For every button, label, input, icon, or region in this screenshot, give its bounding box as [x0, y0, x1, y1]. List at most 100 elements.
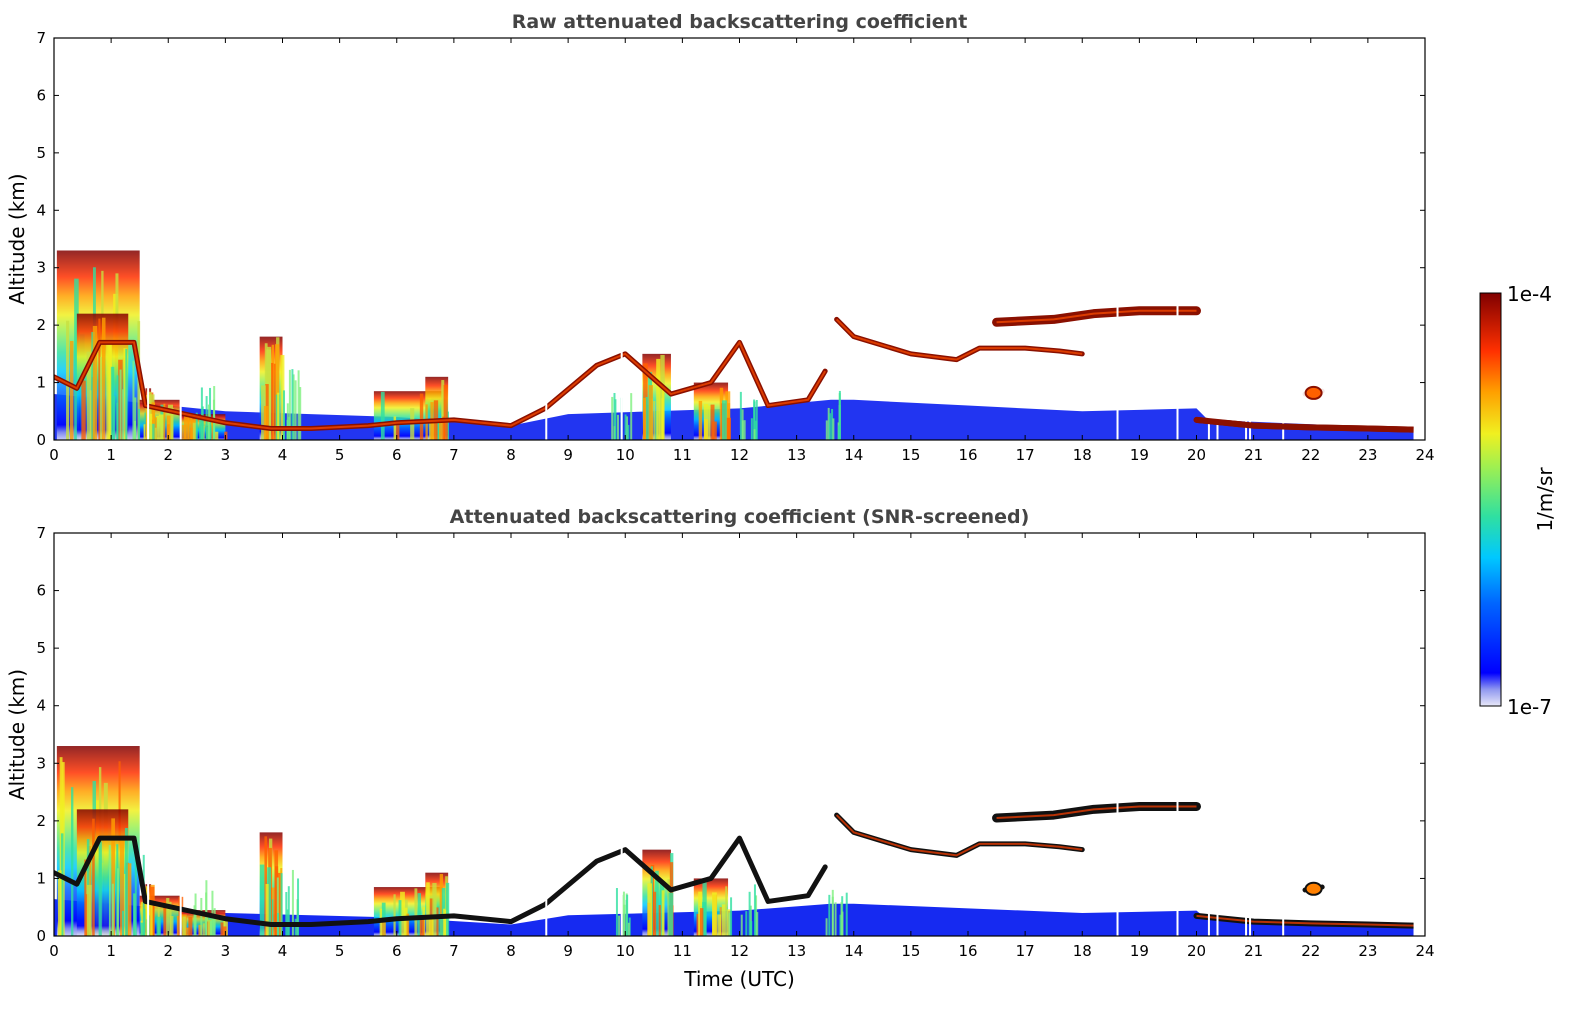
x-tick-label: 6 [392, 942, 402, 960]
plume-streak [645, 397, 648, 440]
patch-streak [756, 912, 759, 936]
plume-streak [273, 363, 276, 440]
x-tick-label: 11 [673, 942, 692, 960]
patch-streak [117, 868, 120, 936]
x-tick-label: 12 [730, 446, 749, 464]
plume-streak [443, 384, 448, 440]
colorbar-gradient [1479, 292, 1502, 707]
patch-streak [831, 408, 834, 440]
data-gap [1216, 38, 1219, 440]
patch-streak [739, 391, 742, 440]
x-tick-label: 22 [1301, 446, 1320, 464]
x-tick-label: 6 [392, 446, 402, 464]
colorbar-max-label: 1e-4 [1507, 282, 1552, 306]
patch-streak [122, 910, 125, 936]
y-tick-label: 4 [36, 201, 46, 219]
plume-streak [214, 431, 219, 440]
x-tick-label: 2 [163, 942, 173, 960]
x-tick-label: 17 [1016, 942, 1035, 960]
top-axis-ticks: 0 1 2 3 4 5 6 7 8 9 10 11 12 13 14 15 16 17 18 19 20 21 22 23 24… [36, 29, 1434, 464]
plume-streak [181, 424, 187, 440]
plume-streak [127, 863, 132, 936]
top-heatmap [54, 38, 1425, 440]
patch-streak [618, 915, 621, 936]
no-data-region [1413, 38, 1425, 440]
patch-streak [755, 399, 758, 440]
x-tick-label: 21 [1244, 446, 1263, 464]
patch-streak [825, 420, 828, 440]
plume-streak [123, 873, 126, 936]
x-tick-label: 19 [1130, 446, 1149, 464]
patch-streak [750, 921, 753, 936]
patch-streak [745, 911, 748, 936]
plume-streak [712, 892, 717, 936]
x-tick-label: 9 [563, 942, 573, 960]
x-tick-label: 24 [1415, 942, 1434, 960]
data-gap [179, 533, 182, 936]
plume-streak [267, 346, 272, 440]
patch-streak [200, 387, 203, 440]
x-tick-label: 10 [616, 446, 635, 464]
patch-streak [294, 380, 297, 440]
plume-streak [98, 318, 101, 440]
plume-streak [92, 818, 95, 936]
patch-streak [143, 908, 146, 936]
backscatter-layer [834, 812, 1085, 858]
patch-streak [753, 401, 756, 440]
bottom-panel-title: Attenuated backscattering coefficient (S… [450, 506, 1030, 528]
patch-streak [616, 414, 619, 440]
x-tick-label: 17 [1016, 446, 1035, 464]
x-tick-label: 3 [221, 942, 231, 960]
plume-streak [223, 916, 228, 936]
bottom-heatmap [54, 533, 1425, 936]
plume-streak [717, 914, 721, 936]
plume-streak [400, 891, 405, 936]
x-tick-label: 18 [1073, 446, 1092, 464]
patch-streak [119, 369, 122, 440]
x-tick-label: 8 [506, 942, 516, 960]
patch-streak [207, 404, 210, 440]
plume-streak [98, 841, 102, 936]
x-tick-label: 5 [335, 942, 345, 960]
data-gap [1245, 38, 1248, 440]
patch-streak [828, 413, 831, 440]
plume-streak [263, 405, 269, 440]
plume-streak [668, 892, 673, 936]
patch-streak [730, 897, 733, 936]
patch-streak [209, 921, 212, 936]
data-gap [1249, 533, 1252, 936]
x-tick-label: 7 [449, 942, 459, 960]
plume-streak [86, 351, 92, 440]
patch-streak [839, 914, 842, 936]
plume-streak [169, 901, 172, 936]
plume-streak [188, 916, 193, 936]
patch-streak [753, 429, 756, 440]
backscatter-layer-edge [996, 805, 1197, 819]
plume-streak [158, 414, 164, 440]
x-tick-label: 9 [563, 446, 573, 464]
colorbar: 1e-4 1e-7 1/m/sr [1479, 282, 1557, 719]
plume-streak [648, 385, 653, 440]
patch-streak [748, 891, 751, 936]
plume-streak [259, 864, 265, 936]
patch-streak [627, 922, 630, 936]
patch-streak [108, 845, 111, 936]
y-tick-label: 0 [36, 431, 46, 449]
patch-streak [132, 360, 135, 440]
plume-streak [393, 416, 397, 440]
patch-streak [287, 886, 290, 936]
plume-streak [414, 888, 418, 936]
x-tick-label: 2 [163, 446, 173, 464]
patch-streak [841, 911, 844, 936]
patch-streak [291, 869, 294, 936]
plume-streak [656, 358, 661, 440]
plume-streak [265, 883, 269, 936]
x-tick-label: 11 [673, 446, 692, 464]
data-gap [620, 38, 623, 440]
y-tick-label: 1 [36, 869, 46, 887]
x-tick-label: 8 [506, 446, 516, 464]
x-tick-label: 23 [1358, 942, 1377, 960]
plume-streak [277, 872, 282, 936]
plume-streak [124, 827, 128, 936]
plume-streak [211, 419, 214, 440]
